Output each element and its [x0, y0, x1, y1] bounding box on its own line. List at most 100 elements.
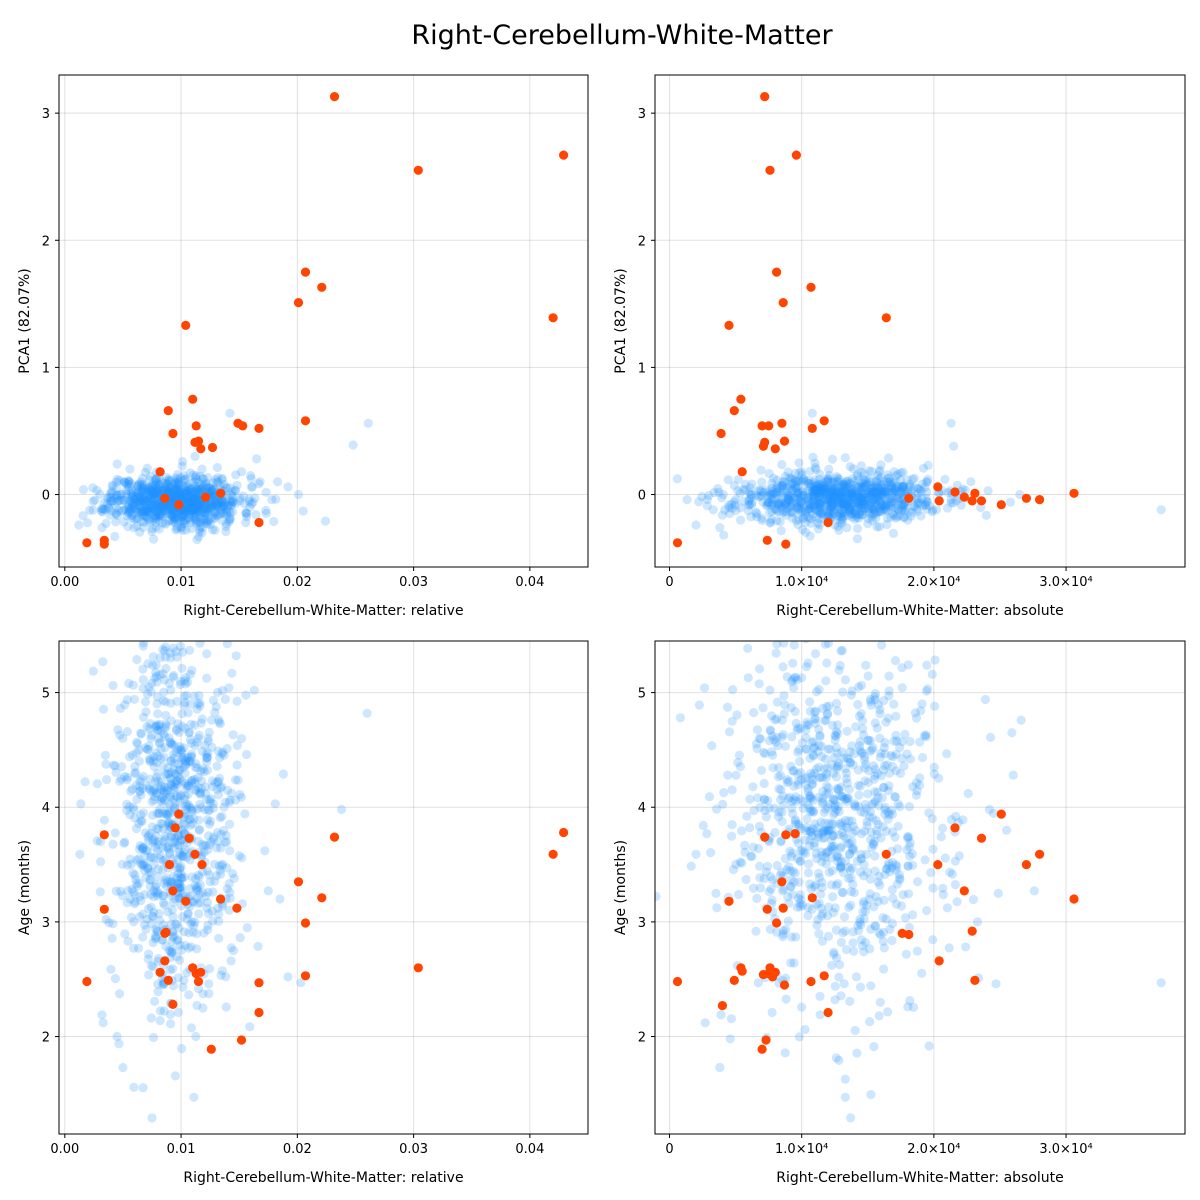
cohort-point [218, 747, 228, 757]
cohort-point [170, 507, 180, 517]
cohort-point [185, 814, 195, 824]
cohort-point [127, 492, 137, 502]
cohort-point [320, 516, 330, 526]
cohort-point [731, 859, 741, 870]
cohort-point [814, 772, 824, 783]
cohort-point [831, 731, 841, 741]
cohort-point [204, 805, 214, 816]
highlighted-point [807, 423, 817, 433]
cohort-point [98, 657, 108, 667]
cohort-point [169, 784, 179, 794]
cohort-point [826, 825, 837, 835]
cohort-point [132, 737, 142, 747]
cohort-point [864, 812, 875, 822]
cohort-point [868, 504, 879, 514]
cohort-point [851, 481, 861, 491]
cohort-point [175, 509, 185, 519]
cohort-point [156, 753, 166, 764]
cohort-point [872, 769, 882, 779]
cohort-point [856, 849, 866, 859]
cohort-point [822, 658, 832, 668]
cohort-point [107, 480, 117, 490]
cohort-point [194, 500, 204, 510]
cohort-point [806, 827, 816, 838]
cohort-point [185, 884, 195, 894]
cohort-point [958, 484, 968, 494]
cohort-point [111, 886, 121, 896]
cohort-point [223, 500, 233, 510]
cohort-point [135, 502, 145, 512]
cohort-point [747, 479, 757, 489]
cohort-point [174, 727, 184, 738]
cohort-point [865, 874, 876, 884]
cohort-point [187, 504, 197, 514]
cohort-point [820, 818, 830, 828]
cohort-point [192, 704, 202, 714]
cohort-point [158, 644, 168, 655]
cohort-point [150, 842, 160, 852]
cohort-point [225, 408, 235, 418]
plot-frame [654, 640, 1186, 1135]
cohort-point [158, 761, 168, 771]
cohort-point [838, 483, 848, 494]
highlighted-point [317, 893, 327, 903]
cohort-point [805, 513, 815, 524]
cohort-point [140, 500, 150, 510]
cohort-point [142, 500, 152, 510]
cohort-point [893, 844, 903, 854]
cohort-point [111, 509, 121, 519]
cohort-point [127, 884, 137, 894]
cohort-point [805, 791, 816, 802]
cohort-point [767, 1007, 777, 1018]
cohort-point [127, 485, 137, 496]
cohort-point [193, 783, 203, 793]
cohort-point [902, 749, 912, 759]
cohort-point [213, 687, 223, 698]
cohort-point [153, 509, 163, 520]
cohort-point [859, 469, 870, 479]
cohort-point [147, 1113, 157, 1123]
cohort-point [104, 918, 114, 928]
cohort-point [814, 792, 824, 802]
cohort-point [833, 706, 843, 716]
cohort-point [834, 972, 844, 982]
cohort-point [209, 484, 219, 494]
cohort-point [805, 753, 815, 763]
cohort-point [177, 511, 187, 521]
cohort-point [794, 514, 804, 524]
cohort-point [818, 630, 827, 639]
cohort-point [827, 454, 838, 464]
cohort-point [968, 894, 979, 905]
cohort-point [146, 486, 156, 496]
cohort-point [867, 745, 877, 755]
cohort-point [870, 851, 880, 861]
cohort-point [144, 515, 155, 525]
cohort-point [819, 764, 830, 774]
cohort-point [141, 873, 151, 883]
cohort-point [168, 964, 178, 974]
cohort-point [202, 519, 212, 529]
cohort-point [796, 846, 806, 856]
cohort-point [844, 503, 854, 513]
cohort-point [140, 496, 150, 506]
cohort-point [155, 854, 165, 864]
cohort-point [173, 512, 183, 523]
cohort-point [831, 1053, 841, 1063]
cohort-point [834, 494, 844, 504]
cohort-point [167, 927, 177, 938]
cohort-point [195, 485, 205, 495]
cohort-point [181, 801, 191, 811]
cohort-point [759, 487, 769, 498]
cohort-point [152, 501, 162, 511]
cohort-point [816, 847, 826, 857]
cohort-point [185, 488, 195, 498]
cohort-point [746, 851, 756, 862]
cohort-point [143, 496, 153, 506]
cohort-point [863, 519, 873, 529]
cohort-point [106, 497, 116, 507]
cohort-point [728, 685, 738, 695]
cohort-point [813, 488, 824, 498]
cohort-point [826, 505, 837, 515]
cohort-point [183, 505, 193, 515]
cohort-point [184, 781, 194, 791]
